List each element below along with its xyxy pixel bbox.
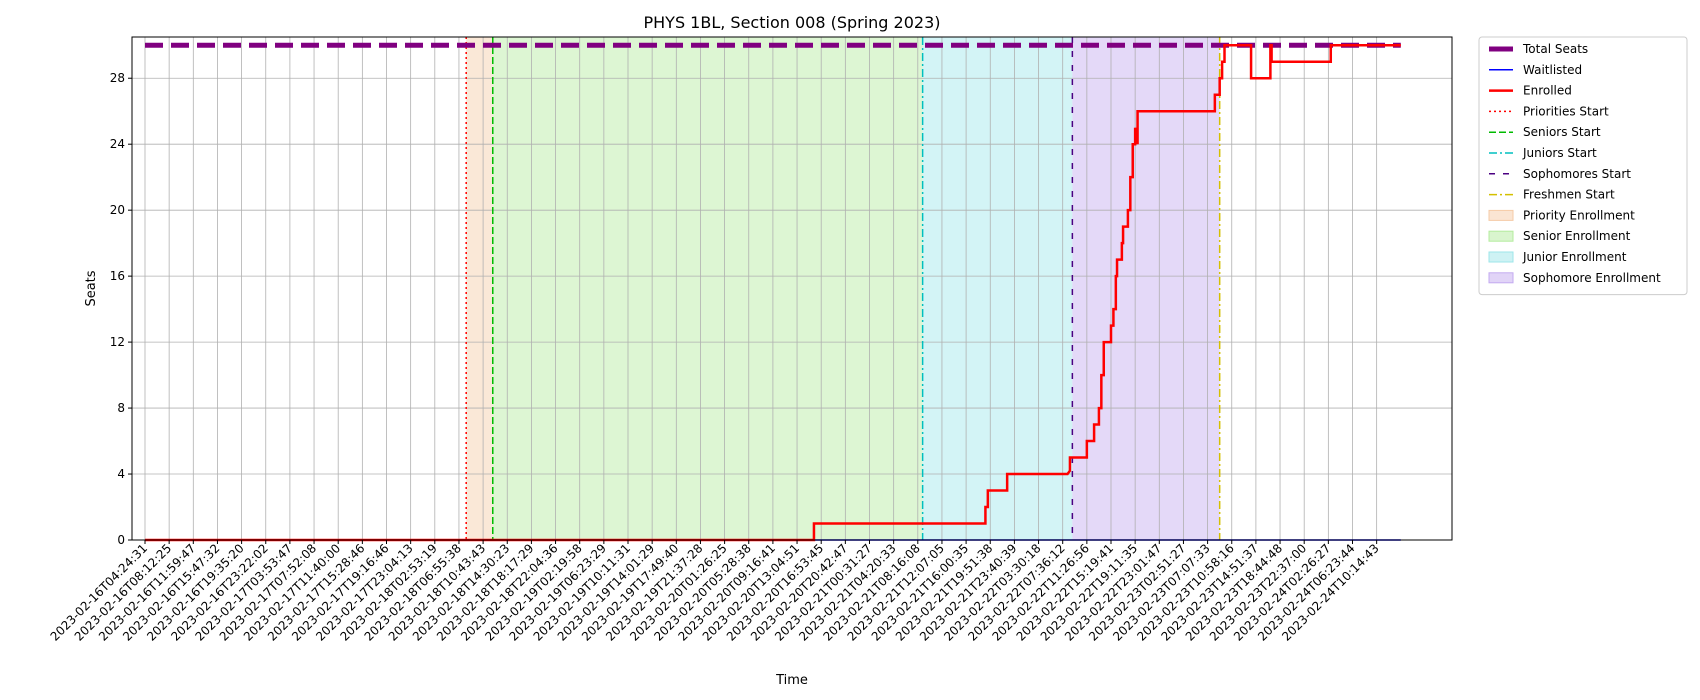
y-tick-label: 12: [110, 335, 125, 349]
region-priority-enrollment: [466, 37, 493, 540]
grid-lines: [132, 37, 1452, 541]
legend-label: Sophomore Enrollment: [1523, 271, 1661, 285]
legend-label: Priorities Start: [1523, 104, 1609, 118]
legend-label: Juniors Start: [1522, 146, 1597, 160]
legend-swatch: [1488, 272, 1514, 284]
legend-swatch: [1488, 230, 1514, 242]
region-senior-enrollment: [492, 37, 923, 540]
series-enrolled: [145, 43, 1401, 542]
y-tick-label: 28: [110, 71, 125, 85]
plot-frame: [131, 36, 1453, 541]
legend-label: Enrolled: [1523, 84, 1572, 98]
legend-label: Seniors Start: [1523, 125, 1601, 139]
legend-swatch: [1488, 209, 1514, 221]
legend-swatch: [1488, 251, 1514, 263]
y-tick-label: 24: [110, 137, 125, 151]
y-tick-label: 16: [110, 269, 125, 283]
legend-label: Sophomores Start: [1523, 167, 1631, 181]
legend-label: Freshmen Start: [1523, 188, 1615, 202]
y-tick-label: 4: [117, 467, 125, 481]
legend-box: [1478, 36, 1688, 296]
y-axis-ticks: 0 4 8 12 16 20 24 28: [110, 71, 132, 547]
legend: Total Seats Waitlisted Enrolled Priorities …: [1478, 36, 1688, 296]
enrollment-regions: [466, 37, 1220, 540]
legend-label: Senior Enrollment: [1523, 229, 1631, 243]
y-tick-label: 20: [110, 203, 125, 217]
legend-label: Total Seats: [1522, 42, 1588, 56]
region-junior-enrollment: [922, 37, 1073, 540]
chart-title: PHYS 1BL, Section 008 (Spring 2023): [643, 13, 940, 32]
legend-label: Waitlisted: [1523, 63, 1582, 77]
y-axis-label: Seats: [84, 270, 99, 306]
legend-label: Junior Enrollment: [1522, 250, 1627, 264]
start-markers: [465, 37, 1221, 540]
region-sophomore-enrollment: [1072, 37, 1220, 540]
y-tick-label: 0: [117, 533, 125, 547]
y-tick-label: 8: [117, 401, 125, 415]
x-axis-ticks: 2023-02-16T04:24:312023-02-16T08:12:2520…: [48, 540, 1382, 644]
legend-label: Priority Enrollment: [1523, 208, 1635, 222]
x-axis-label: Time: [775, 673, 808, 688]
